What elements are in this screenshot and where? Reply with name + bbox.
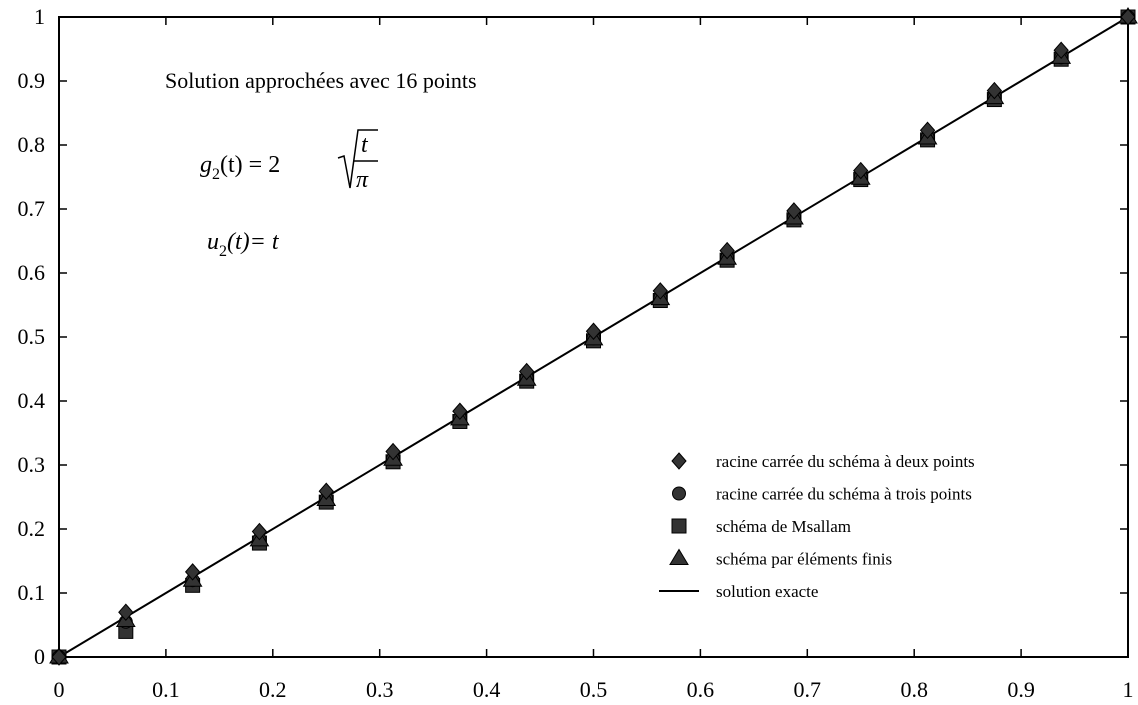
legend-label: schéma de Msallam — [716, 517, 851, 536]
data-point-diamond — [585, 322, 602, 340]
legend-label: solution exacte — [716, 582, 818, 601]
y-tick-label: 0.9 — [18, 68, 46, 93]
x-tick-label: 0.7 — [794, 677, 822, 702]
data-point-diamond — [986, 81, 1003, 100]
formula-u-lhs: u — [207, 229, 219, 255]
formula-g-den: π — [356, 167, 369, 193]
legend-swatch-triangle — [669, 548, 689, 565]
data-point-diamond — [919, 121, 936, 140]
data-point-diamond — [51, 648, 67, 666]
y-tick-label: 0.3 — [18, 452, 46, 477]
annotation: Solution approchées avec 16 points — [165, 68, 477, 93]
data-point-diamond — [853, 161, 869, 180]
data-point-diamond — [1120, 8, 1136, 26]
formula-u: u2(t)= t — [207, 229, 280, 260]
formula-g-arg: (t) = 2 — [220, 152, 280, 178]
legend-swatch-circle — [672, 486, 686, 501]
legend-swatch-diamond — [671, 452, 687, 470]
y-tick-label: 1 — [34, 4, 45, 29]
y-tick-label: 0 — [34, 644, 45, 669]
data-markers — [49, 7, 1138, 666]
x-tick-label: 0.8 — [900, 677, 928, 702]
y-tick-label: 0.4 — [18, 388, 46, 413]
y-tick-label: 0.7 — [18, 196, 46, 221]
data-point-diamond — [452, 402, 468, 420]
data-point-diamond — [519, 362, 535, 381]
x-tick-label: 0.9 — [1007, 677, 1035, 702]
formula-g-sub: 2 — [212, 166, 220, 183]
data-point-diamond — [786, 202, 802, 220]
legend-label: racine carrée du schéma à deux points — [716, 452, 975, 471]
data-point-diamond — [118, 603, 134, 621]
formula-u-rhs: (t)= t — [227, 229, 280, 255]
legend-label: racine carrée du schéma à trois points — [716, 485, 972, 504]
formula-g-num: t — [361, 132, 369, 158]
legend-swatch-square — [671, 518, 687, 534]
data-point-diamond — [719, 241, 735, 260]
y-tick-label: 0.1 — [18, 580, 46, 605]
x-tick-label: 0.1 — [152, 677, 180, 702]
legend: racine carrée du schéma à deux points rac… — [659, 452, 975, 601]
legend-label: schéma par éléments finis — [716, 550, 892, 569]
data-point-diamond — [1053, 41, 1069, 60]
y-tick-label: 0.2 — [18, 516, 46, 541]
formula-g: g2(t) = 2 t π — [200, 129, 378, 193]
formula-u-sub: 2 — [219, 243, 227, 260]
x-tick-label: 1 — [1123, 677, 1134, 702]
formula-g-lhs: g — [200, 152, 212, 178]
y-tick-label: 0.5 — [18, 324, 46, 349]
y-tick-label: 0.6 — [18, 260, 46, 285]
data-point-diamond — [318, 482, 334, 500]
data-point-diamond — [385, 442, 401, 461]
data-point-diamond — [652, 282, 668, 300]
x-tick-label: 0.2 — [259, 677, 287, 702]
data-point-diamond — [184, 563, 201, 581]
x-tick-label: 0.5 — [580, 677, 608, 702]
tick-labels: 0 0.1 0.2 0.3 0.4 0.5 0.6 0.7 0.8 0.9 1 0 0.1 0.2 0.3 0… — [18, 4, 1134, 702]
x-tick-label: 0.3 — [366, 677, 394, 702]
x-tick-label: 0.6 — [687, 677, 715, 702]
svg-text:g2(t) = 2: g2(t) = 2 — [200, 152, 280, 183]
data-point-diamond — [251, 522, 268, 541]
x-tick-label: 0.4 — [473, 677, 501, 702]
y-tick-label: 0.8 — [18, 132, 46, 157]
formula-g-radical — [337, 129, 378, 189]
x-tick-label: 0 — [54, 677, 65, 702]
